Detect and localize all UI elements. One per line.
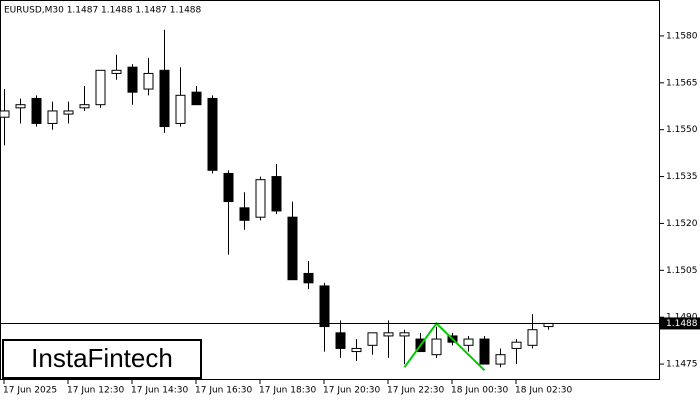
x-tick-label: 17 Jun 16:30 — [195, 386, 252, 396]
candle-body — [287, 216, 298, 281]
x-tick-label: 18 Jun 02:30 — [515, 386, 572, 396]
candle-body — [31, 97, 42, 124]
candle-body — [431, 338, 442, 356]
candle-body — [0, 110, 10, 118]
candle-body — [255, 179, 266, 218]
candle-body — [511, 341, 522, 349]
candle-body — [111, 69, 122, 74]
candle-body — [319, 285, 330, 328]
candle-body — [383, 332, 394, 337]
plot-frame — [0, 0, 660, 380]
x-tick-label: 17 Jun 20:30 — [323, 386, 380, 396]
y-tick-label: 1.1535 — [666, 172, 698, 182]
candle-body — [63, 110, 74, 115]
candle-body — [15, 104, 26, 109]
candle-body — [495, 354, 506, 365]
y-tick-label: 1.1565 — [666, 78, 698, 88]
candle-body — [159, 69, 170, 128]
logo: InstaFintech — [31, 343, 173, 373]
candle-body — [303, 272, 314, 284]
candle-body — [271, 176, 282, 212]
candle-body — [143, 72, 154, 90]
candle-body — [351, 347, 362, 353]
candle-body — [95, 69, 106, 106]
candle-body — [191, 91, 202, 106]
candle-body — [47, 110, 58, 124]
candle-body — [223, 172, 234, 203]
x-tick-label: 17 Jun 2025 — [3, 386, 57, 396]
x-tick-label: 18 Jun 00:30 — [451, 386, 508, 396]
last-price-label: 1.1488 — [666, 319, 698, 329]
y-tick-label: 1.1550 — [666, 125, 698, 135]
last-price-box — [660, 317, 700, 330]
chart-title: EURUSD,M30 1.1487 1.1488 1.1487 1.1488 — [4, 6, 202, 16]
candle-body — [175, 94, 186, 124]
x-tick-label: 17 Jun 18:30 — [259, 386, 316, 396]
x-tick-label: 17 Jun 12:30 — [67, 386, 124, 396]
candle-body — [479, 338, 490, 365]
candle-body — [127, 66, 138, 93]
candle-body — [527, 329, 538, 346]
y-tick-label: 1.1520 — [666, 219, 698, 229]
candle-body — [207, 97, 218, 171]
candle-body — [335, 332, 346, 349]
y-tick-label: 1.1505 — [666, 266, 698, 276]
y-tick-label: 1.1580 — [666, 31, 698, 41]
logo-box — [2, 339, 202, 379]
candle-body — [399, 332, 410, 337]
candle-body — [79, 104, 90, 109]
candle-body — [367, 332, 378, 346]
x-tick-label: 17 Jun 22:30 — [387, 386, 444, 396]
candle-body — [239, 207, 250, 221]
x-tick-label: 17 Jun 14:30 — [131, 386, 188, 396]
y-tick-label: 1.1475 — [666, 360, 698, 370]
candle-body — [463, 338, 474, 346]
